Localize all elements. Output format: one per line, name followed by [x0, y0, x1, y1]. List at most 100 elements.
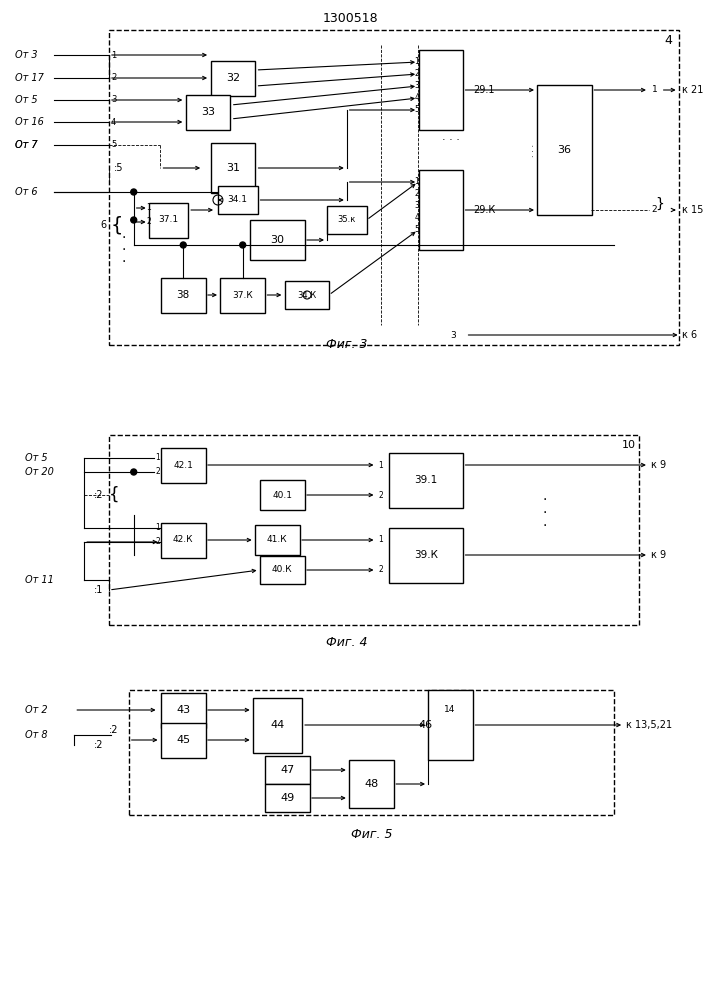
Circle shape — [131, 189, 136, 195]
Text: к 9: к 9 — [651, 460, 666, 470]
Text: От 11: От 11 — [25, 575, 54, 585]
Text: 1: 1 — [414, 57, 419, 66]
Text: От 7: От 7 — [15, 140, 37, 150]
FancyBboxPatch shape — [211, 143, 255, 193]
Text: 5: 5 — [111, 140, 116, 149]
Text: 10: 10 — [622, 440, 636, 450]
FancyBboxPatch shape — [161, 448, 206, 483]
FancyBboxPatch shape — [419, 170, 463, 250]
Text: 2: 2 — [414, 190, 419, 198]
Text: 4: 4 — [414, 214, 419, 223]
FancyBboxPatch shape — [161, 522, 206, 558]
Text: ·: · — [122, 231, 126, 245]
FancyBboxPatch shape — [148, 202, 188, 237]
Text: 1300518: 1300518 — [322, 11, 378, 24]
Text: 2: 2 — [378, 566, 383, 574]
Circle shape — [131, 217, 136, 223]
Text: 42.К: 42.К — [173, 536, 194, 544]
FancyBboxPatch shape — [260, 480, 305, 510]
Text: ·: · — [543, 519, 547, 533]
Text: 5: 5 — [414, 226, 419, 234]
Text: 14: 14 — [444, 706, 455, 714]
Text: 33: 33 — [201, 107, 215, 117]
Text: 2: 2 — [156, 468, 160, 477]
Text: От 20: От 20 — [25, 467, 54, 477]
FancyBboxPatch shape — [211, 60, 255, 96]
FancyBboxPatch shape — [265, 784, 310, 812]
Text: 5: 5 — [414, 105, 419, 114]
FancyBboxPatch shape — [285, 281, 329, 309]
Text: :5: :5 — [114, 163, 124, 173]
Text: 49: 49 — [280, 793, 294, 803]
Text: Фиг. 4: Фиг. 4 — [326, 636, 368, 648]
Text: ·: · — [122, 255, 126, 269]
FancyBboxPatch shape — [349, 760, 394, 808]
Text: 6: 6 — [101, 220, 107, 230]
FancyBboxPatch shape — [252, 698, 302, 752]
Text: 48: 48 — [364, 779, 378, 789]
Text: 42.1: 42.1 — [173, 460, 193, 470]
Text: 2: 2 — [414, 70, 419, 79]
Text: От 7: От 7 — [15, 140, 37, 150]
Text: }: } — [655, 197, 664, 211]
Text: 35.к: 35.к — [337, 216, 356, 225]
Text: 3: 3 — [451, 330, 457, 340]
FancyBboxPatch shape — [161, 692, 206, 728]
Text: 39.1: 39.1 — [414, 475, 438, 485]
FancyBboxPatch shape — [161, 722, 206, 758]
Text: 4: 4 — [111, 118, 116, 127]
FancyBboxPatch shape — [419, 50, 463, 130]
Text: 32: 32 — [226, 73, 240, 83]
Text: 1: 1 — [156, 524, 160, 532]
Text: 34.К: 34.К — [298, 290, 317, 300]
Text: 4: 4 — [665, 33, 672, 46]
FancyBboxPatch shape — [186, 95, 230, 129]
FancyBboxPatch shape — [255, 525, 300, 555]
Text: 37.1: 37.1 — [158, 216, 178, 225]
Text: От 3: От 3 — [15, 50, 37, 60]
FancyBboxPatch shape — [537, 85, 592, 215]
Text: :2: :2 — [94, 740, 104, 750]
Text: к 9: к 9 — [651, 550, 666, 560]
Text: к 15: к 15 — [682, 205, 703, 215]
FancyBboxPatch shape — [161, 277, 206, 312]
Text: 1: 1 — [652, 86, 658, 95]
Text: 3: 3 — [111, 96, 117, 104]
FancyBboxPatch shape — [260, 556, 305, 584]
Text: ·: · — [543, 493, 547, 507]
Text: От 2: От 2 — [25, 705, 47, 715]
Text: 1: 1 — [414, 178, 419, 186]
Text: 46: 46 — [419, 720, 433, 730]
Text: 1: 1 — [378, 460, 383, 470]
Text: 39.К: 39.К — [414, 550, 438, 560]
FancyBboxPatch shape — [389, 452, 463, 508]
Circle shape — [131, 469, 136, 475]
Text: · · ·: · · · — [442, 135, 460, 145]
Text: :1: :1 — [94, 585, 103, 595]
Text: 38: 38 — [177, 290, 190, 300]
Text: ·: · — [543, 506, 547, 520]
Text: От 8: От 8 — [25, 730, 47, 740]
Text: 1: 1 — [146, 204, 151, 213]
Text: 45: 45 — [176, 735, 190, 745]
Text: 4: 4 — [414, 94, 419, 103]
FancyBboxPatch shape — [218, 186, 257, 214]
Text: ·: · — [122, 243, 126, 257]
Text: 3: 3 — [414, 82, 419, 91]
Text: 2: 2 — [146, 218, 151, 227]
Text: 30: 30 — [270, 235, 284, 245]
Text: От 17: От 17 — [15, 73, 44, 83]
Text: 40.1: 40.1 — [272, 490, 292, 499]
Text: :2: :2 — [109, 725, 119, 735]
FancyBboxPatch shape — [250, 220, 305, 260]
Circle shape — [180, 242, 186, 248]
Text: 2: 2 — [156, 538, 160, 546]
Text: Фиг. 3: Фиг. 3 — [326, 338, 368, 352]
Text: 3: 3 — [414, 202, 419, 211]
Text: · · ·: · · · — [530, 143, 539, 157]
Text: От 16: От 16 — [15, 117, 44, 127]
Text: От 6: От 6 — [15, 187, 37, 197]
Text: От 5: От 5 — [25, 453, 47, 463]
Text: 34.1: 34.1 — [228, 196, 247, 205]
Text: :2: :2 — [94, 490, 104, 500]
